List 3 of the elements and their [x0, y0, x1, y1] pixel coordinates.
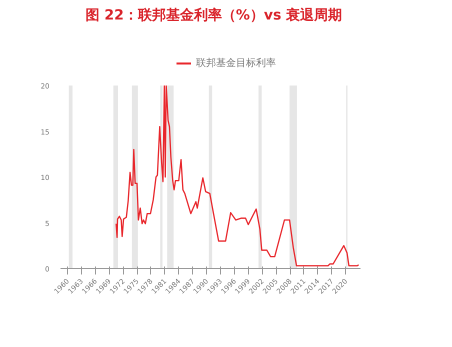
legend-label: 联邦基金目标利率 [196, 56, 276, 70]
line-series [115, 86, 360, 266]
chart-title: 图 22：联邦基金利率（%）vs 衰退周期 [86, 6, 342, 24]
